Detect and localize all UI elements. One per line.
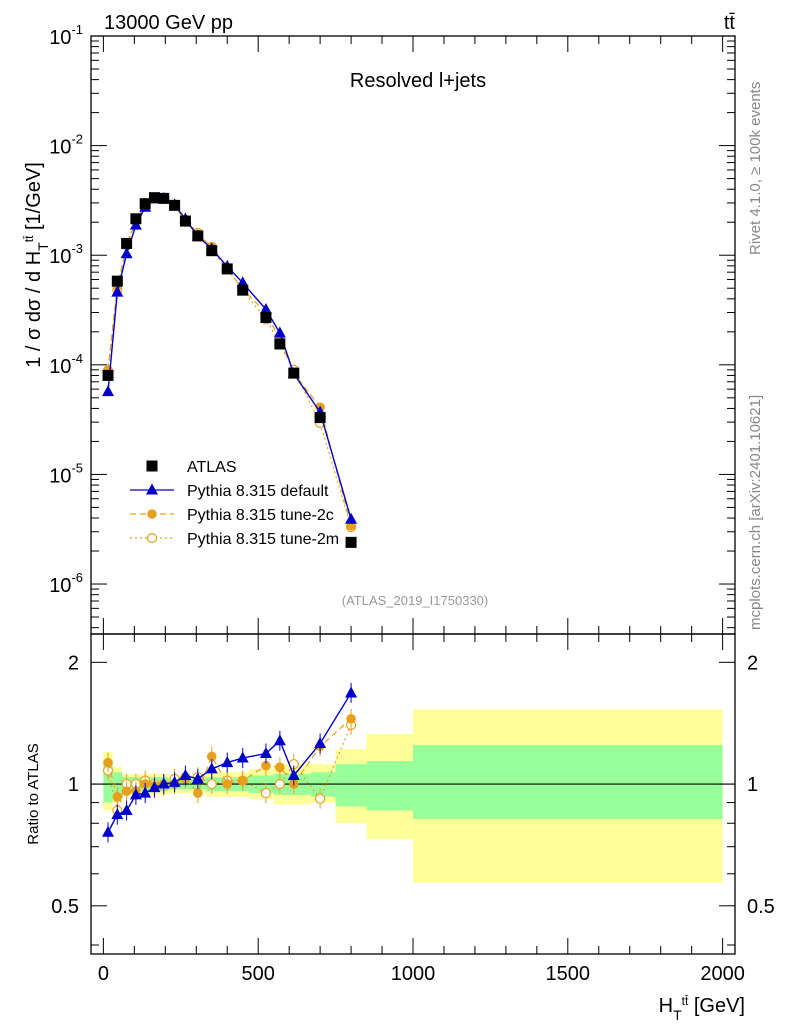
data-point (236, 276, 249, 288)
data-point (260, 312, 272, 324)
ratio-point (191, 772, 204, 784)
ratio-y-tick-label-left: 0.5 (51, 896, 79, 918)
legend-marker (146, 460, 158, 472)
legend: ATLAS Pythia 8.315 default Pythia 8.315 tu… (130, 459, 339, 548)
ratio-point (205, 762, 218, 774)
ratio-band-inner (103, 764, 113, 803)
data-point (179, 215, 191, 227)
ratio-point (236, 751, 249, 763)
data-point (158, 192, 170, 204)
legend-label: Pythia 8.315 tune-2c (187, 507, 334, 524)
data-point (120, 247, 133, 259)
ratio-point (179, 768, 192, 780)
ratio-point (112, 792, 123, 802)
data-point (139, 198, 151, 210)
ratio-point (157, 777, 170, 789)
ratio-point (260, 787, 272, 799)
x-tick-label: 0 (98, 963, 109, 985)
ratio-point (275, 762, 285, 773)
analysis-id: (ATLAS_2019_I1750330) (342, 593, 488, 608)
legend-marker (146, 483, 158, 495)
main-panel: 10-610-510-410-310-210-1 (49, 22, 736, 635)
data-point (192, 230, 204, 242)
mcplots-label: mcplots.cern.ch [arXiv:2401.10621] (747, 395, 764, 630)
ratio-y-tick-label-left: 2 (68, 652, 79, 674)
y-tick-exponent: -1 (71, 22, 83, 37)
ratio-point (206, 751, 217, 762)
ratio-point (345, 686, 358, 698)
data-point (121, 237, 133, 249)
y-tick-exponent: -3 (71, 241, 83, 256)
ratio-point (102, 825, 115, 837)
legend-label: ATLAS (187, 459, 237, 476)
ratio-point (274, 778, 285, 790)
data-point (274, 338, 286, 350)
y-axis-title-ratio: Ratio to ATLAS (25, 743, 42, 844)
ratio-y-tick-label-right: 0.5 (747, 896, 775, 918)
legend-marker (146, 532, 158, 544)
legend-label: Pythia 8.315 tune-2m (187, 531, 339, 548)
plot-title: Resolved l+jets (350, 70, 486, 92)
x-tick-label: 2000 (700, 963, 745, 985)
ratio-point (121, 786, 132, 797)
ratio-point (287, 768, 300, 780)
ratio-point (103, 757, 113, 768)
data-point (206, 245, 218, 257)
ratio-point (193, 788, 203, 798)
ratio-point (221, 756, 234, 768)
x-tick-label: 1500 (546, 963, 591, 985)
data-point (102, 369, 114, 381)
energy-label: 13000 GeV pp (104, 12, 233, 34)
ratio-point (168, 775, 181, 787)
rivet-label: Rivet 4.1.0, ≥ 100k events (747, 82, 764, 255)
ratio-point (315, 793, 326, 804)
ratio-point (111, 808, 124, 820)
ratio-point (259, 747, 272, 759)
ratio-point (120, 804, 133, 816)
data-point (221, 263, 233, 275)
data-point (111, 285, 124, 297)
x-tick-label: 500 (242, 963, 275, 985)
data-point (148, 192, 160, 204)
ratio-point (261, 760, 271, 771)
ratio-point (206, 778, 217, 790)
legend-label: Pythia 8.315 default (187, 483, 329, 500)
data-point (314, 412, 326, 424)
ratio-point (237, 775, 248, 786)
data-point (130, 213, 142, 225)
data-point (237, 284, 249, 296)
data-point (111, 275, 123, 287)
process-label: tt̄ (724, 12, 736, 34)
data-point (288, 367, 300, 379)
ratio-panel: 0 500 1000 1500 2000 0.5 0.5 1 1 2 2 (51, 633, 775, 985)
y-tick-exponent: -6 (71, 570, 83, 585)
ratio-band-inner (366, 761, 413, 811)
y-tick-exponent: -4 (71, 351, 83, 366)
ratio-y-tick-label-right: 1 (747, 774, 758, 796)
data-point (102, 385, 115, 397)
y-tick-exponent: -2 (71, 132, 83, 147)
ratio-point (222, 779, 233, 789)
ratio-point (139, 786, 152, 798)
ratio-point (273, 734, 286, 746)
ratio-band-inner (413, 744, 723, 819)
data-point (345, 536, 357, 548)
legend-marker (147, 509, 157, 519)
ratio-point (148, 781, 161, 793)
data-point (259, 302, 272, 314)
ratio-y-tick-label-left: 1 (68, 774, 79, 796)
x-tick-label: 1000 (391, 963, 436, 985)
data-point (169, 199, 181, 211)
ratio-band-inner (335, 764, 367, 807)
ratio-point (129, 788, 142, 800)
ratio-point (346, 714, 356, 724)
data-point (273, 326, 286, 338)
data-point (345, 512, 358, 524)
ratio-y-tick-label-right: 2 (747, 652, 758, 674)
y-tick-exponent: -5 (71, 460, 83, 475)
ratio-point (314, 736, 327, 748)
